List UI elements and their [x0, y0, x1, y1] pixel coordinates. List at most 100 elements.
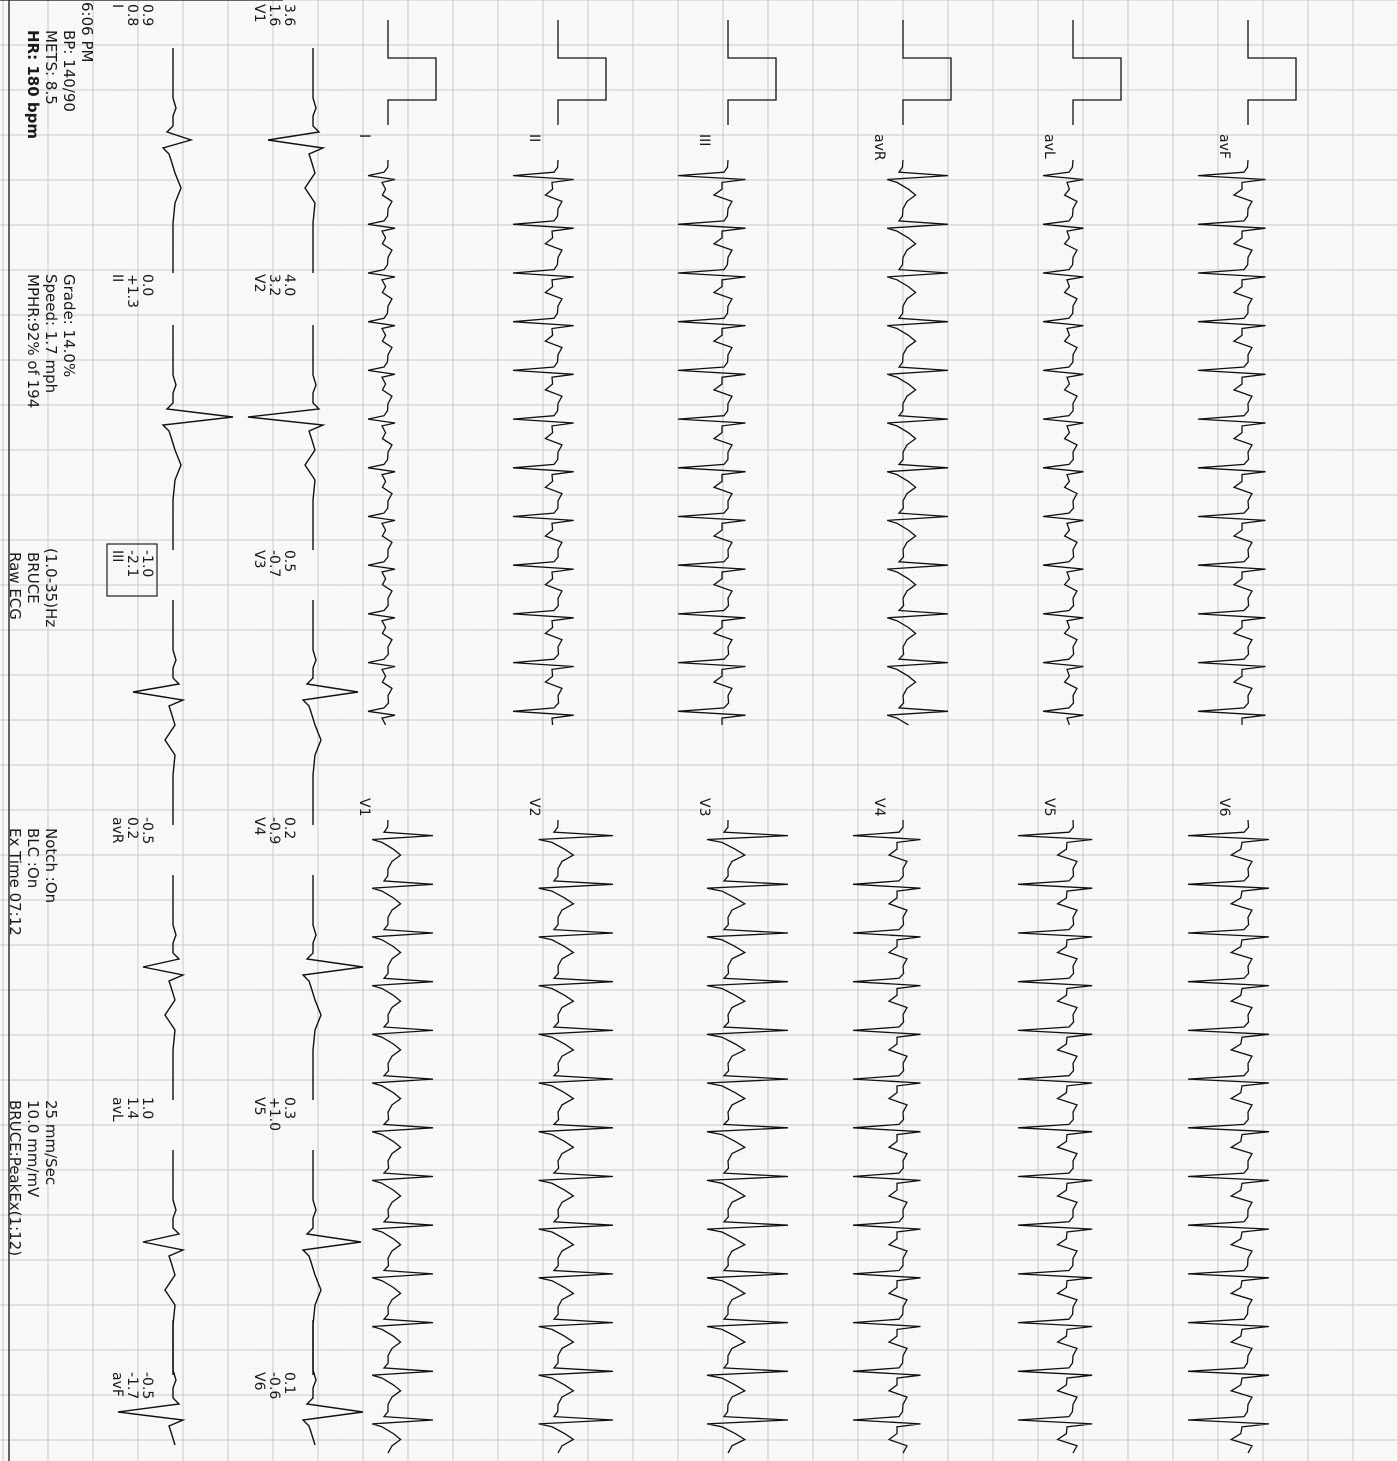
- lead-label-iii: III: [696, 134, 712, 146]
- st-value: -0.7: [266, 550, 282, 577]
- rhythm-strip-iii: [677, 159, 746, 725]
- st-avl: avL 1.4 1.0: [109, 1097, 155, 1122]
- st-lead-label: avF: [109, 1372, 125, 1397]
- st-lead-label: V3: [251, 550, 267, 568]
- st-i: I 0.8 0.9: [109, 4, 155, 26]
- st-value: -0.5: [139, 817, 155, 844]
- st-value: +1.0: [266, 1097, 282, 1131]
- median-complex-v2: [247, 325, 326, 550]
- st-lead-label: V5: [251, 1097, 267, 1115]
- raw-ecg-text: Raw ECG: [6, 552, 24, 620]
- rhythm-strip-v3: [706, 819, 789, 1454]
- median-complex-v5: [301, 1150, 362, 1375]
- st-v5: V5 +1.0 0.3: [251, 1097, 297, 1131]
- lead-label-i: I: [356, 134, 372, 138]
- lead-label-avf: avF: [1216, 134, 1232, 159]
- median-complex-v1: [267, 48, 326, 273]
- st-lead-label: II: [109, 274, 125, 282]
- st-lead-label: V6: [251, 1372, 267, 1391]
- st-value: -0.5: [139, 1372, 155, 1399]
- rhythm-strip-v5: [1017, 819, 1093, 1454]
- median-complex-avf: [117, 1320, 186, 1446]
- st-iii: III -2.1 -1.0: [106, 543, 158, 597]
- rhythm-strip-avl: [1042, 159, 1084, 726]
- lead-label-v4: V4: [871, 798, 887, 817]
- calibration-pulse: [902, 20, 952, 125]
- calibration-pulse: [1247, 20, 1297, 125]
- lead-label-avr: avR: [871, 134, 887, 161]
- mphr-text: MPHR:92% of 194: [24, 274, 42, 408]
- mets-text: METS: 8.5: [42, 30, 60, 105]
- st-value: 3.2: [266, 274, 282, 296]
- notch-text: Notch :On: [42, 828, 60, 903]
- gain-text: 10.0 mm/mV: [24, 1100, 42, 1198]
- median-complex-iii: [132, 600, 186, 825]
- median-complex-v4: [301, 875, 364, 1100]
- st-avr: avR 0.2 -0.5: [109, 817, 155, 844]
- st-highlight-box: [106, 543, 158, 597]
- bp-text: BP: 140/90: [60, 30, 78, 112]
- st-v3: V3 -0.7 0.5: [251, 550, 297, 577]
- st-value: 0.2: [281, 817, 297, 839]
- st-value: 0.8: [124, 4, 140, 26]
- rhythm-strip-v2: [538, 819, 614, 1454]
- st-value: 4.0: [281, 274, 297, 296]
- rhythm-strip-v4: [852, 819, 921, 1454]
- protocol-text: BRUCE: [24, 552, 42, 604]
- calibration-pulse: [727, 20, 777, 125]
- st-value: -2.1: [124, 550, 140, 577]
- lead-label-v1: V1: [356, 798, 372, 816]
- st-value: 0.5: [281, 550, 297, 572]
- lead-label-v5: V5: [1041, 798, 1057, 816]
- median-complex-v3: [301, 600, 359, 825]
- heart-rate-text: HR: 180 bpm: [24, 30, 42, 139]
- st-value: -1.7: [124, 1372, 140, 1399]
- rhythm-strip-v1: [372, 819, 434, 1454]
- st-ii: II +1.3 0.0: [109, 274, 155, 308]
- calibration-pulse: [557, 20, 607, 125]
- st-v4: V4 -0.9 0.2: [251, 817, 297, 844]
- st-lead-label: V4: [251, 817, 267, 836]
- st-value: -0.6: [266, 1372, 282, 1399]
- st-v2: V2 3.2 4.0: [251, 274, 297, 296]
- lead-label-avl: avL: [1041, 134, 1057, 159]
- paper-speed-text: 25 mm/Sec: [42, 1100, 60, 1185]
- st-value: 0.0: [139, 274, 155, 296]
- st-v1: V1 1.6 3.6: [251, 4, 297, 26]
- stage-text: BRUCE:PeakEx(1:12): [6, 1100, 24, 1256]
- calibration-pulse: [1072, 20, 1122, 125]
- calibration-pulse: [387, 20, 437, 125]
- st-value: 0.1: [281, 1372, 297, 1394]
- lead-label-v3: V3: [696, 798, 712, 816]
- filter-text: (1.0-35)Hz: [42, 548, 60, 627]
- st-lead-label: I: [109, 4, 125, 8]
- st-value: 1.4: [124, 1097, 140, 1119]
- st-measurements: I 0.8 0.9 II +1.3 0.0 III -2.1 -1.0 avR 0.2 -0.5 avL…: [106, 4, 297, 1399]
- rhythm-strip-v6: [1187, 819, 1270, 1454]
- st-lead-label: III: [109, 550, 125, 562]
- st-lead-label: V1: [251, 4, 267, 22]
- st-v6: V6 -0.6 0.1: [251, 1372, 297, 1399]
- time-text: 6:06 PM: [78, 2, 96, 62]
- st-value: 1.0: [139, 1097, 155, 1119]
- st-value: 0.3: [281, 1097, 297, 1119]
- st-value: 1.6: [266, 4, 282, 26]
- blc-text: BLC :On: [24, 828, 42, 888]
- st-value: 3.6: [281, 4, 297, 26]
- st-value: -0.9: [266, 817, 282, 844]
- st-value: 0.2: [124, 817, 140, 839]
- median-complex-ii: [161, 325, 234, 550]
- st-value: 0.9: [139, 4, 155, 26]
- median-complex-v6: [301, 1320, 364, 1446]
- st-lead-label: V2: [251, 274, 267, 292]
- median-complex-i: [161, 48, 194, 273]
- st-avf: avF -1.7 -0.5: [109, 1372, 155, 1399]
- rhythm-strip-i: [367, 159, 396, 726]
- st-lead-label: avL: [109, 1097, 125, 1122]
- median-complex-avl: [142, 1150, 186, 1375]
- rhythm-strip-ii: [512, 159, 574, 725]
